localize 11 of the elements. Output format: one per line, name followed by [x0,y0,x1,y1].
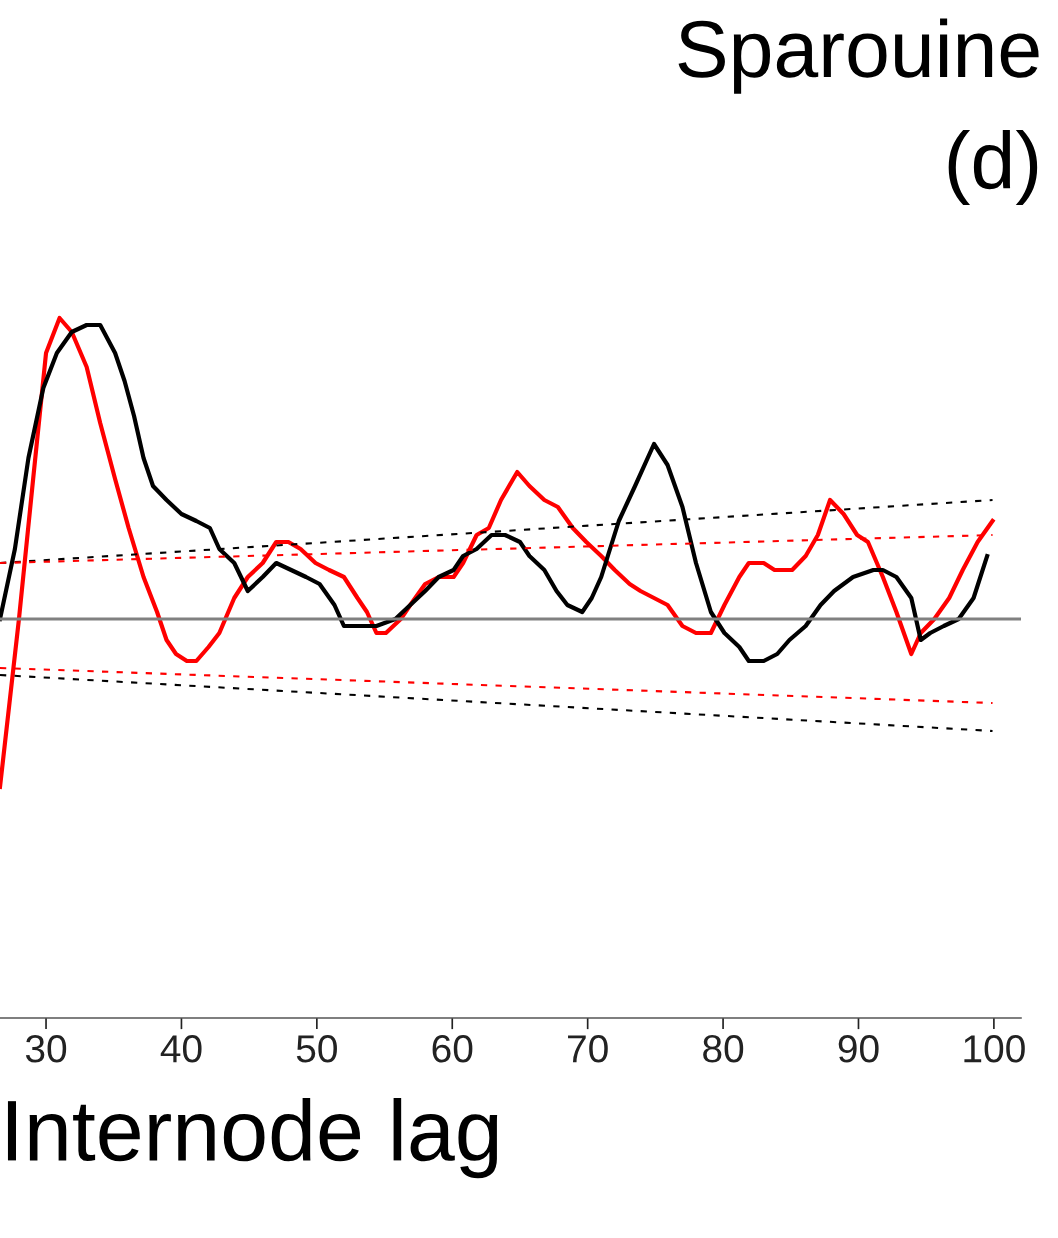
x-tick-label: 100 [964,1035,1025,1063]
x-axis-title: Internode lag [7,1098,498,1179]
x-tick-label: 50 [296,1035,337,1063]
x-tick-label: 80 [703,1035,744,1063]
x-tick-label: 30 [25,1035,67,1063]
x-tick-label: 40 [160,1035,202,1063]
x-tick-label: 90 [838,1035,879,1063]
x-tick-label: 70 [568,1035,608,1063]
x-tick-label: 60 [432,1035,473,1063]
chart-title: Sparouine [678,18,1039,94]
chart-subtitle: (d) [948,129,1038,206]
